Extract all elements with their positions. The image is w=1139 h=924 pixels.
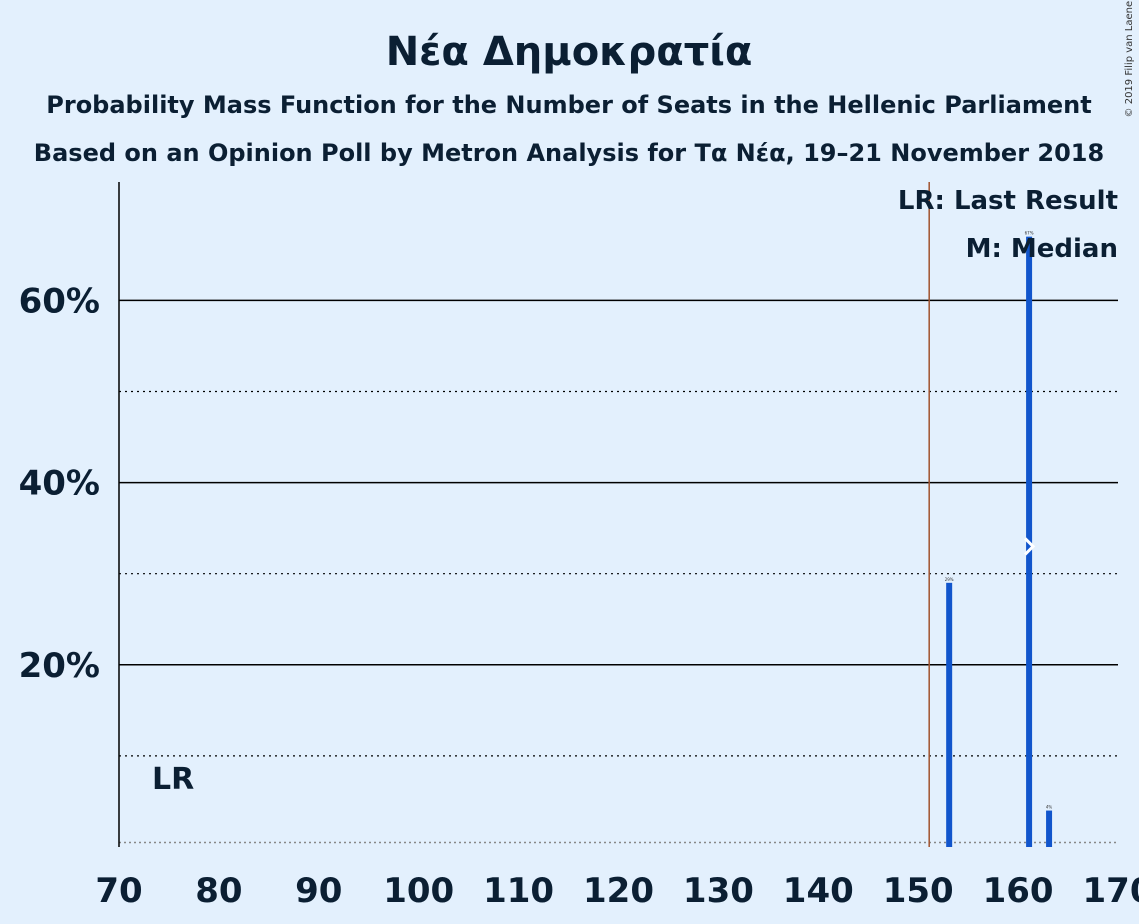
chart-subtitle-2: Based on an Opinion Poll by Metron Analy…: [34, 139, 1104, 167]
y-tick-labels: 20% 40% 60%: [19, 281, 100, 685]
bar-data-label: 29%: [945, 577, 954, 582]
median-marker: [1024, 537, 1036, 556]
bar-data-label: 4%: [1046, 805, 1053, 810]
y-tick-label: 60%: [19, 281, 100, 321]
bars-group: 29% 67% 4%: [945, 231, 1053, 847]
bar: [946, 582, 953, 847]
bar: [1046, 810, 1053, 847]
x-tick-label: 70: [95, 871, 142, 911]
x-tick-label: 150: [883, 871, 954, 911]
x-tick-label: 130: [683, 871, 754, 911]
x-tick-label: 160: [983, 871, 1054, 911]
chart-subtitle-1: Probability Mass Function for the Number…: [46, 91, 1091, 119]
legend-median: M: Median: [966, 234, 1118, 264]
chart-title: Νέα Δημοκρατία: [386, 29, 753, 75]
x-tick-label: 170: [1083, 871, 1139, 911]
x-tick-label: 140: [783, 871, 854, 911]
copyright-note: © 2019 Filip van Laenen: [1124, 0, 1135, 117]
x-tick-label: 110: [483, 871, 554, 911]
legend-last-result: LR: Last Result: [898, 186, 1118, 216]
y-tick-label: 20%: [19, 646, 100, 686]
x-tick-label: 90: [295, 871, 342, 911]
grid-lines: [119, 182, 1118, 847]
bar-data-label: 67%: [1025, 231, 1034, 236]
x-tick-labels: 70 80 90 100 110 120 130 140 150 160 170: [95, 871, 1139, 911]
last-result-marker-label: LR: [152, 762, 194, 797]
x-tick-label: 100: [383, 871, 454, 911]
x-tick-label: 120: [583, 871, 654, 911]
y-tick-label: 40%: [19, 464, 100, 504]
x-tick-label: 80: [195, 871, 242, 911]
